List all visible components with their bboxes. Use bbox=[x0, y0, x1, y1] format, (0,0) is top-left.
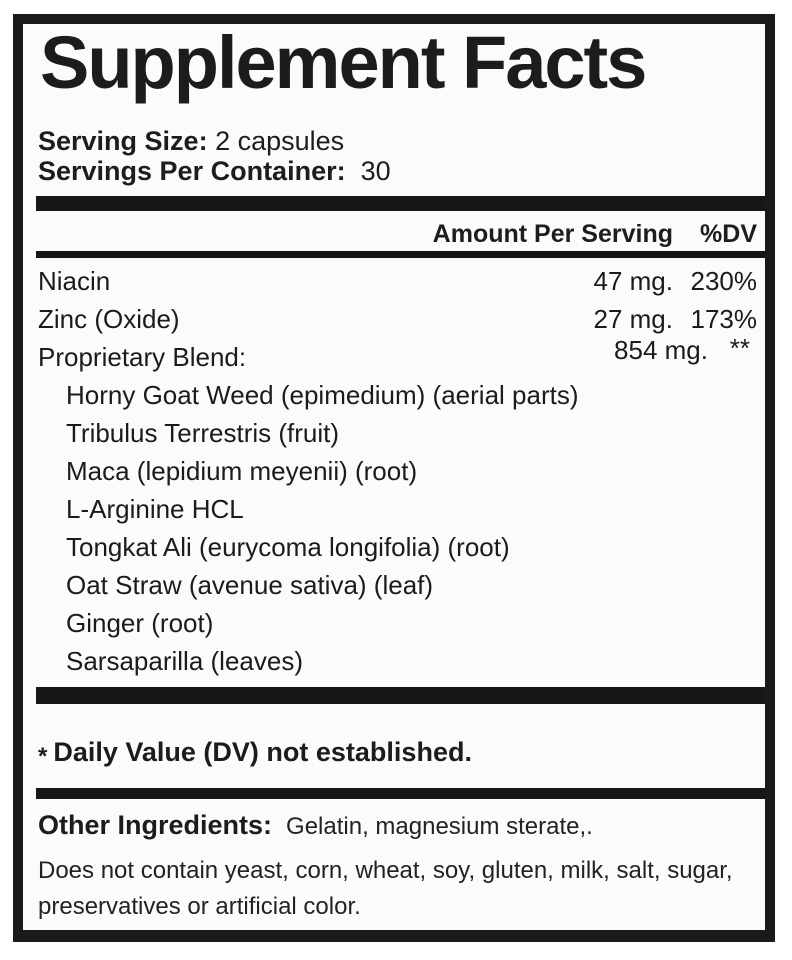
other-ingredients-label: Other Ingredients: bbox=[38, 810, 273, 840]
blend-item: Sarsaparilla (leaves) bbox=[66, 645, 303, 676]
nutrient-name: Niacin bbox=[38, 265, 111, 296]
serving-size-label: Serving Size: bbox=[38, 126, 208, 156]
column-percent-dv: %DV bbox=[700, 219, 757, 248]
disclaimer-line-2: preservatives or artificial color. bbox=[38, 893, 361, 920]
blend-ingredient-list: Horny Goat Weed (epimedium) (aerial part… bbox=[36, 376, 765, 680]
blend-item: Tribulus Terrestris (fruit) bbox=[66, 417, 340, 448]
divider-thick-top bbox=[36, 196, 765, 211]
asterisk-mark: * bbox=[38, 743, 48, 770]
nutrient-rows: Niacin 47 mg. 230% Zinc (Oxide) 27 mg. 1… bbox=[36, 262, 765, 376]
nutrient-dv: 173% bbox=[690, 303, 758, 334]
nutrient-name: Zinc (Oxide) bbox=[38, 303, 180, 334]
nutrient-amount: 47 mg. bbox=[593, 265, 674, 296]
label-title: Supplement Facts bbox=[40, 21, 647, 104]
label-box: Supplement Facts Serving Size: 2 capsule… bbox=[13, 14, 775, 942]
divider-medium-bottom bbox=[36, 788, 765, 799]
serving-size-line: Serving Size: 2 capsules bbox=[38, 126, 391, 156]
servings-per-container-label: Servings Per Container: bbox=[38, 156, 346, 186]
other-ingredients-value: Gelatin, magnesium sterate,. bbox=[286, 813, 593, 840]
blend-item: L-Arginine HCL bbox=[66, 493, 244, 524]
divider-thin-header bbox=[36, 251, 765, 258]
column-amount-per-serving: Amount Per Serving bbox=[432, 219, 673, 248]
blend-item: Tongkat Ali (eurycoma longifolia) (root) bbox=[66, 531, 510, 562]
blend-item: Ginger (root) bbox=[66, 607, 214, 638]
nutrient-amount: 854 mg. bbox=[614, 334, 708, 365]
daily-value-footnote: * Daily Value (DV) not established. bbox=[38, 736, 472, 770]
nutrient-amount: 27 mg. bbox=[593, 303, 674, 334]
nutrient-row-niacin: Niacin 47 mg. 230% bbox=[36, 262, 765, 300]
blend-item: Horny Goat Weed (epimedium) (aerial part… bbox=[66, 379, 579, 410]
divider-thick-middle bbox=[36, 687, 765, 704]
nutrient-row-zinc: Zinc (Oxide) 27 mg. 173% bbox=[36, 300, 765, 338]
nutrient-dv: 230% bbox=[690, 265, 758, 296]
blend-item: Oat Straw (avenue sativa) (leaf) bbox=[66, 569, 434, 600]
servings-per-container-line: Servings Per Container: 30 bbox=[38, 156, 391, 186]
disclaimer-line-1: Does not contain yeast, corn, wheat, soy… bbox=[38, 857, 733, 884]
daily-value-footnote-text: Daily Value (DV) not established. bbox=[53, 737, 472, 767]
nutrient-row-proprietary-blend: Proprietary Blend: 854 mg. ** bbox=[36, 333, 765, 376]
servings-per-container-value: 30 bbox=[360, 156, 391, 186]
serving-size-value: 2 capsules bbox=[215, 126, 345, 156]
column-header-row: Amount Per Serving %DV bbox=[36, 218, 765, 250]
nutrient-name: Proprietary Blend: bbox=[38, 341, 247, 372]
nutrient-dv: ** bbox=[729, 332, 750, 363]
other-ingredients-line: Other Ingredients: Gelatin, magnesium ste… bbox=[38, 810, 593, 841]
blend-item: Maca (lepidium meyenii) (root) bbox=[66, 455, 418, 486]
serving-info: Serving Size: 2 capsules Servings Per Co… bbox=[38, 126, 391, 186]
